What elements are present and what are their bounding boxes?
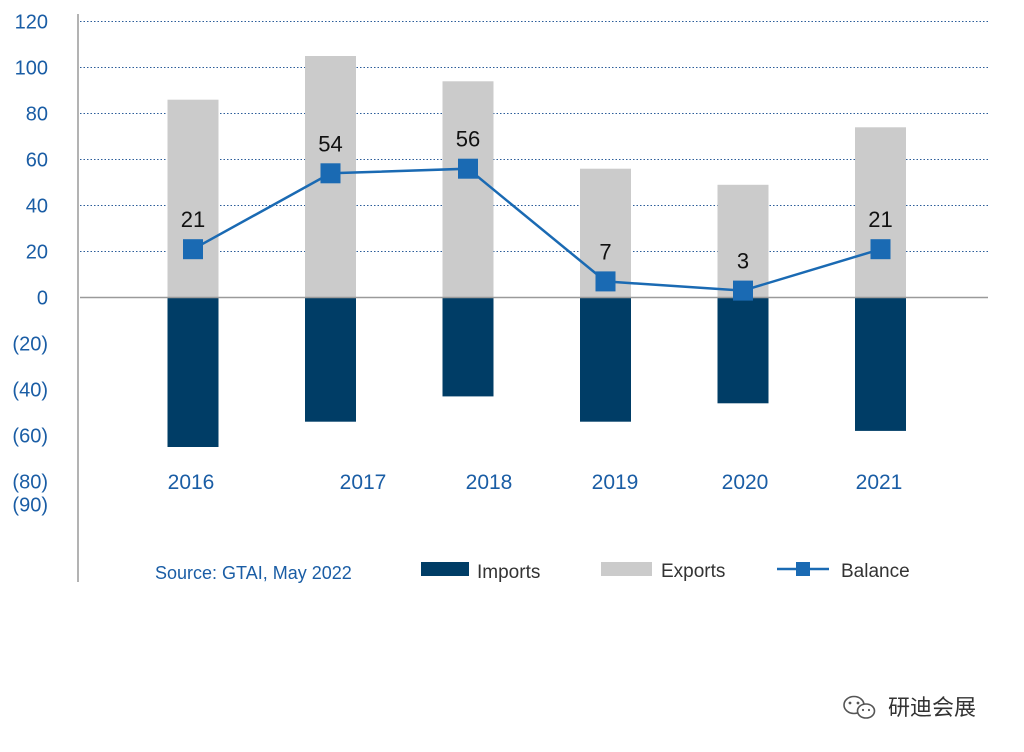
- balance-series: 21 54 56 7 3 21: [181, 127, 893, 301]
- exports-bar: [855, 127, 906, 298]
- legend-swatch-imports: [421, 562, 469, 576]
- x-category-label: 2020: [722, 471, 769, 494]
- y-tick-label: (90): [12, 495, 48, 517]
- exports-bar: [717, 184, 769, 298]
- balance-data-label: 54: [318, 131, 342, 156]
- legend-label-balance: Balance: [841, 561, 910, 582]
- balance-data-label: 7: [599, 239, 611, 264]
- source-note: Source: GTAI, May 2022: [155, 563, 352, 583]
- balance-marker: [870, 239, 891, 260]
- balance-line: [192, 167, 881, 292]
- legend: Imports Exports Balance: [421, 561, 910, 583]
- x-category-label: 2018: [466, 471, 513, 494]
- y-tick-label: 100: [15, 58, 48, 80]
- y-tick-label: 60: [26, 150, 48, 172]
- balance-marker: [183, 239, 203, 260]
- imports-bar: [855, 297, 906, 431]
- y-tick-label: 80: [26, 104, 48, 126]
- y-tick-label: (60): [12, 426, 48, 448]
- balance-marker: [595, 271, 616, 292]
- y-tick-label: (80): [12, 472, 48, 494]
- y-axis-ticks: 120 100 80 60 40 20 0 (20) (40) (60) (80)(90): [12, 12, 48, 517]
- x-category-label: 2017: [340, 471, 387, 494]
- exports-bar: [442, 81, 494, 298]
- balance-marker: [733, 280, 753, 301]
- imports-bar: [305, 297, 356, 422]
- y-tick-label: (40): [12, 380, 48, 402]
- imports-bar: [580, 297, 631, 422]
- imports-bar: [717, 297, 769, 404]
- balance-data-label: 21: [868, 207, 892, 232]
- watermark: 研迪会展: [843, 695, 976, 721]
- x-axis-categories: 2016 2017 2018 2019 2020 2021: [168, 471, 903, 494]
- wechat-icon: [843, 695, 876, 719]
- balance-data-label: 3: [737, 249, 749, 274]
- balance-marker: [320, 163, 341, 184]
- legend-swatch-exports: [601, 562, 652, 576]
- y-tick-label: 40: [26, 196, 48, 218]
- y-tick-label: 120: [15, 12, 48, 34]
- x-category-label: 2019: [592, 471, 639, 494]
- y-tick-label: (20): [12, 334, 48, 356]
- balance-data-label: 21: [181, 207, 205, 232]
- y-tick-label: 0: [37, 288, 48, 310]
- y-tick-label: 20: [26, 242, 48, 264]
- balance-marker: [458, 158, 478, 179]
- legend-marker-balance: [796, 562, 810, 576]
- gridlines: [80, 21, 988, 252]
- balance-data-label: 56: [456, 127, 480, 152]
- watermark-text: 研迪会展: [888, 696, 976, 721]
- x-category-label: 2016: [168, 471, 215, 494]
- imports-bar: [442, 297, 494, 397]
- exports-bar: [167, 99, 219, 298]
- imports-bar: [167, 297, 219, 447]
- x-category-label: 2021: [856, 471, 903, 494]
- legend-label-exports: Exports: [661, 561, 725, 582]
- legend-label-imports: Imports: [477, 562, 540, 583]
